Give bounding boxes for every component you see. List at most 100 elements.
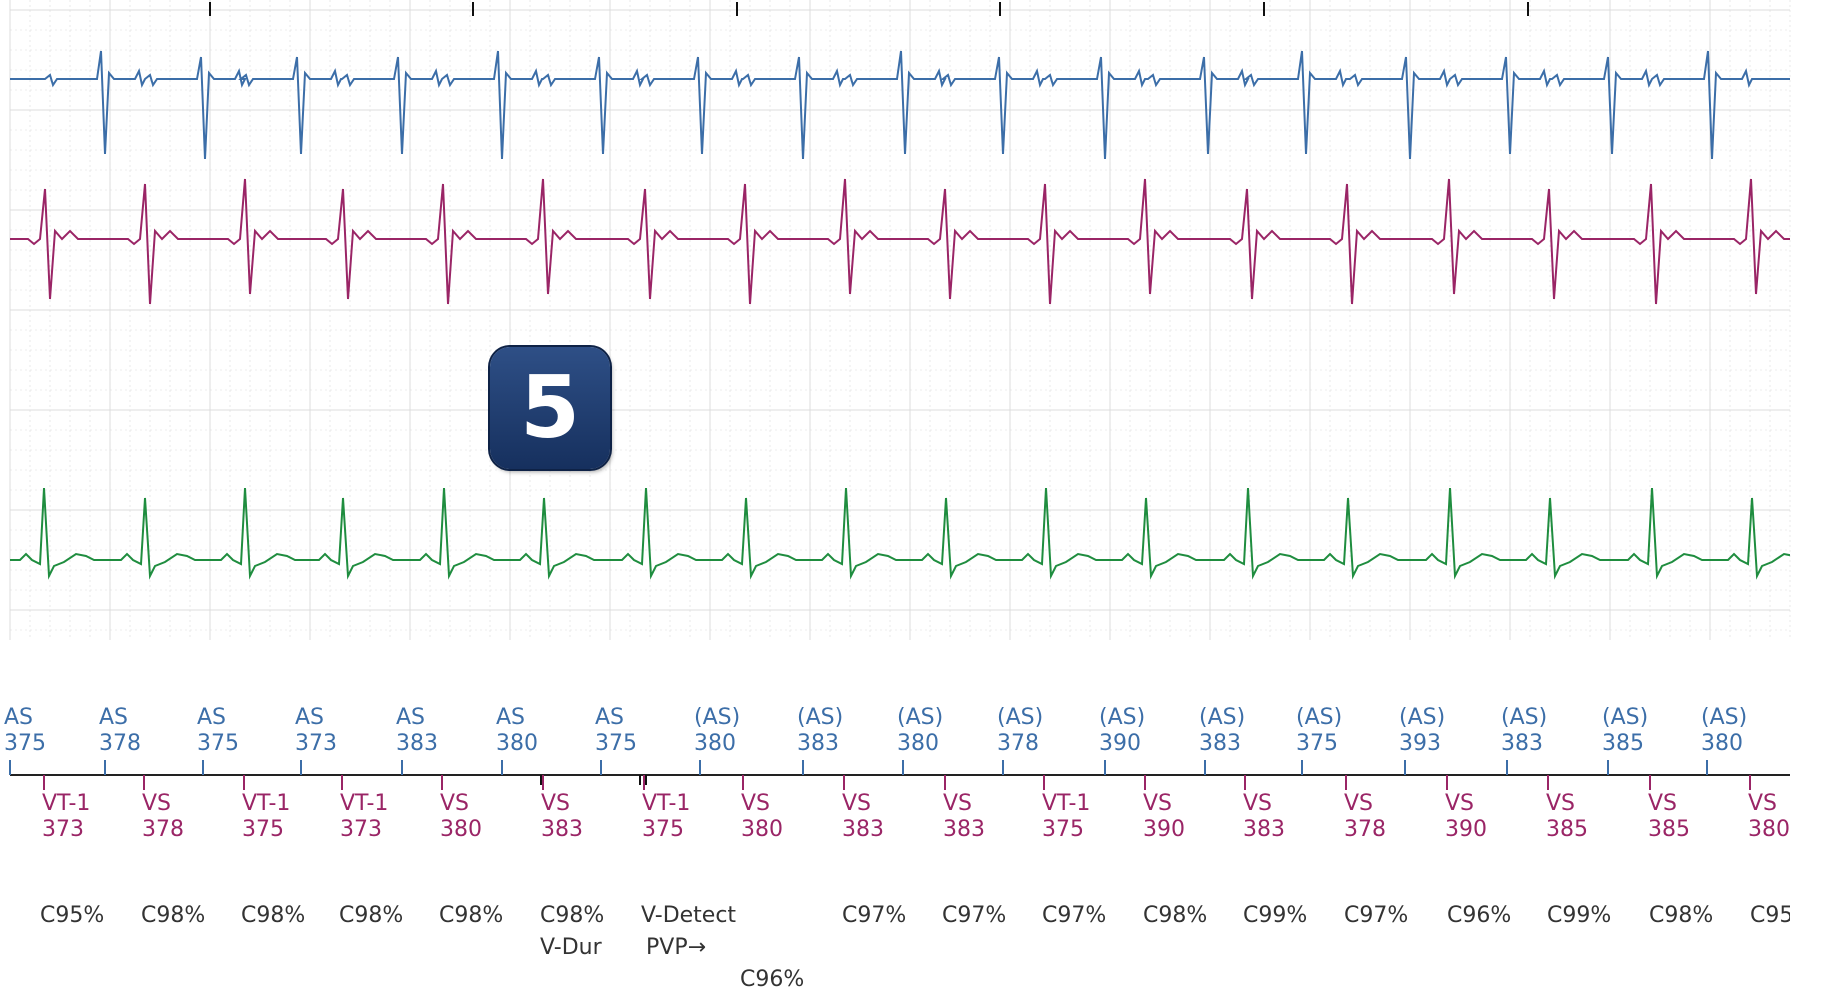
atrial-marker-label: (AS): [1602, 705, 1648, 730]
atrial-marker-interval: 375: [197, 731, 239, 756]
atrial-marker-label: (AS): [1296, 705, 1342, 730]
ventricular-marker-interval: 375: [642, 817, 684, 842]
annotation-label: C98%: [1143, 903, 1207, 928]
atrial-marker-label: (AS): [1199, 705, 1245, 730]
marker-channel: AS375AS378AS375AS373AS383AS380AS375(AS)3…: [4, 705, 1814, 992]
annotation-label: C99%: [1243, 903, 1307, 928]
atrial-marker-label: (AS): [694, 705, 740, 730]
ventricular-marker-interval: 373: [340, 817, 382, 842]
annotation-label: C98%: [1649, 903, 1713, 928]
annotation-label-row3: C96%: [740, 967, 804, 992]
annotation-label: C97%: [1344, 903, 1408, 928]
ventricular-marker-label: VS: [1344, 791, 1373, 816]
annotation-label-row2: PVP→: [646, 935, 706, 960]
atrial-marker-label: AS: [595, 705, 624, 730]
ventricular-marker-interval: 390: [1445, 817, 1487, 842]
atrial-marker-interval: 378: [99, 731, 141, 756]
atrial-egm-trace: [10, 50, 1790, 160]
grid: [9, 0, 1791, 640]
egm-traces: [10, 50, 1790, 580]
ventricular-marker-label: VS: [741, 791, 770, 816]
atrial-marker-label: (AS): [1099, 705, 1145, 730]
annotation-label: C95%: [40, 903, 104, 928]
annotation-label: C98%: [241, 903, 305, 928]
atrial-marker-interval: 383: [1501, 731, 1543, 756]
annotation-label: C96%: [1447, 903, 1511, 928]
annotation-label: C95%: [1750, 903, 1814, 928]
atrial-marker-interval: 383: [797, 731, 839, 756]
ventricular-marker-interval: 380: [1748, 817, 1790, 842]
ventricular-marker-interval: 375: [242, 817, 284, 842]
atrial-marker-interval: 390: [1099, 731, 1141, 756]
atrial-marker-label: AS: [197, 705, 226, 730]
annotation-label: C98%: [339, 903, 403, 928]
atrial-marker-interval: 375: [4, 731, 46, 756]
ventricular-egm-trace: [10, 178, 1790, 305]
ventricular-marker-label: VS: [842, 791, 871, 816]
atrial-marker-interval: 380: [694, 731, 736, 756]
ventricular-marker-label: VS: [1648, 791, 1677, 816]
ventricular-marker-interval: 380: [440, 817, 482, 842]
annotation-label: C97%: [942, 903, 1006, 928]
ventricular-marker-label: VS: [1143, 791, 1172, 816]
annotation-label: V-Detect: [641, 903, 736, 928]
ventricular-marker-interval: 375: [1042, 817, 1084, 842]
ventricular-marker-label: VS: [142, 791, 171, 816]
ventricular-marker-interval: 385: [1546, 817, 1588, 842]
atrial-marker-interval: 375: [595, 731, 637, 756]
ventricular-marker-interval: 385: [1648, 817, 1690, 842]
atrial-marker-interval: 373: [295, 731, 337, 756]
atrial-marker-interval: 380: [1701, 731, 1743, 756]
ventricular-marker-label: VS: [1243, 791, 1272, 816]
ventricular-marker-label: VT-1: [42, 791, 90, 816]
far-field-egm-trace: [10, 487, 1790, 580]
ventricular-marker-interval: 378: [1344, 817, 1386, 842]
atrial-marker-interval: 385: [1602, 731, 1644, 756]
ventricular-marker-interval: 390: [1143, 817, 1185, 842]
annotation-label-row2: V-Dur: [540, 935, 603, 960]
annotation-label: C97%: [1042, 903, 1106, 928]
atrial-marker-label: AS: [496, 705, 525, 730]
ventricular-marker-label: VT-1: [642, 791, 690, 816]
ventricular-marker-label: VS: [1445, 791, 1474, 816]
atrial-marker-interval: 383: [396, 731, 438, 756]
ventricular-marker-label: VS: [1546, 791, 1575, 816]
ventricular-marker-interval: 383: [842, 817, 884, 842]
atrial-marker-interval: 383: [1199, 731, 1241, 756]
ventricular-marker-interval: 380: [741, 817, 783, 842]
atrial-marker-label: (AS): [897, 705, 943, 730]
atrial-marker-interval: 393: [1399, 731, 1441, 756]
annotation-label: C98%: [439, 903, 503, 928]
ventricular-marker-label: VS: [440, 791, 469, 816]
ventricular-marker-label: VS: [943, 791, 972, 816]
ventricular-marker-interval: 373: [42, 817, 84, 842]
atrial-marker-label: (AS): [797, 705, 843, 730]
atrial-marker-label: (AS): [1501, 705, 1547, 730]
atrial-marker-label: (AS): [1701, 705, 1747, 730]
annotation-label: C99%: [1547, 903, 1611, 928]
ventricular-marker-interval: 383: [541, 817, 583, 842]
annotation-label: C97%: [842, 903, 906, 928]
atrial-marker-label: AS: [295, 705, 324, 730]
atrial-marker-interval: 375: [1296, 731, 1338, 756]
atrial-marker-label: AS: [99, 705, 128, 730]
time-ticks: [209, 2, 1529, 16]
atrial-marker-label: (AS): [1399, 705, 1445, 730]
ventricular-marker-label: VT-1: [1042, 791, 1090, 816]
atrial-marker-interval: 380: [897, 731, 939, 756]
ventricular-marker-label: VT-1: [242, 791, 290, 816]
atrial-marker-label: AS: [396, 705, 425, 730]
ventricular-marker-interval: 378: [142, 817, 184, 842]
ventricular-marker-interval: 383: [1243, 817, 1285, 842]
step-number-badge: 5: [490, 347, 610, 469]
ventricular-marker-label: VS: [1748, 791, 1777, 816]
ventricular-marker-label: VS: [541, 791, 570, 816]
atrial-marker-interval: 378: [997, 731, 1039, 756]
ventricular-marker-interval: 383: [943, 817, 985, 842]
atrial-marker-label: AS: [4, 705, 33, 730]
annotation-label: C98%: [141, 903, 205, 928]
atrial-marker-label: (AS): [997, 705, 1043, 730]
atrial-marker-interval: 380: [496, 731, 538, 756]
annotation-label: C98%: [540, 903, 604, 928]
